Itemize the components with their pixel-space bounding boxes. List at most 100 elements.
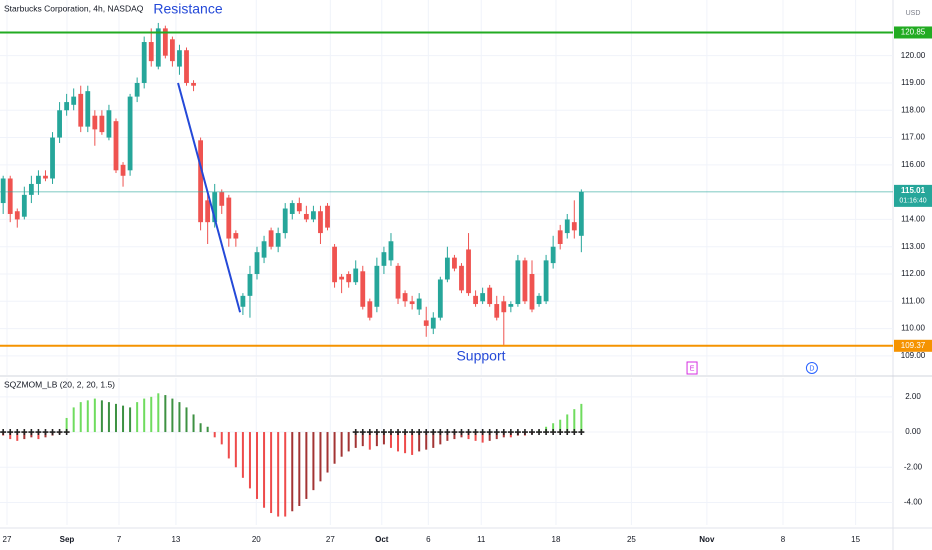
squeeze-cross	[387, 429, 394, 436]
momentum-bar	[23, 432, 26, 440]
momentum-bar	[256, 432, 259, 499]
candle-body	[367, 301, 373, 318]
squeeze-cross	[409, 429, 416, 436]
squeeze-cross	[366, 429, 373, 436]
momentum-bar	[559, 419, 562, 433]
squeeze-cross	[465, 429, 472, 436]
y-tick-label: -4.00	[904, 498, 923, 507]
momentum-bar	[241, 432, 244, 478]
candle-body	[148, 42, 154, 62]
candle-body	[282, 208, 288, 234]
momentum-bar	[72, 407, 75, 433]
level-name: Resistance	[153, 1, 222, 17]
candle-body	[466, 249, 471, 294]
momentum-bar	[9, 432, 12, 440]
momentum-bar	[263, 432, 266, 508]
candle-body	[430, 317, 436, 329]
candle-body	[99, 115, 105, 133]
x-tick-label: 8	[781, 535, 786, 544]
momentum-bar	[425, 432, 428, 450]
candle-body	[155, 28, 161, 67]
momentum-bar	[220, 432, 223, 445]
squeeze-cross	[550, 429, 557, 436]
momentum-bar	[305, 432, 308, 499]
x-tick-label: 7	[117, 535, 122, 544]
momentum-bar	[375, 432, 378, 447]
candle-body	[233, 233, 239, 239]
candle-body	[473, 295, 478, 305]
candle-body	[444, 257, 450, 280]
candle-body	[240, 295, 246, 307]
squeeze-cross	[444, 429, 451, 436]
squeeze-cross	[437, 429, 444, 436]
grid	[0, 0, 893, 525]
momentum-bar	[418, 432, 421, 452]
candle-body	[578, 191, 584, 236]
candle-body	[275, 233, 281, 247]
candle-body	[332, 246, 337, 283]
momentum-bar	[319, 432, 322, 482]
momentum-bar	[122, 405, 125, 433]
marks	[0, 22, 893, 517]
squeeze-cross	[56, 429, 63, 436]
momentum-bar	[347, 432, 350, 452]
y-tick-label: 2.00	[905, 392, 921, 401]
y-tick-label: 117.00	[901, 133, 925, 142]
momentum-bar	[312, 432, 315, 491]
squeeze-cross	[423, 429, 430, 436]
squeeze-cross	[500, 429, 507, 436]
squeeze-cross	[472, 429, 479, 436]
x-tick-label: 13	[171, 535, 180, 544]
momentum-bar	[488, 432, 491, 441]
squeeze-cross	[451, 429, 458, 436]
momentum-bar	[150, 396, 153, 433]
x-tick-label: 15	[851, 535, 860, 544]
momentum-bar	[143, 398, 146, 433]
event-label: E	[690, 365, 695, 372]
momentum-bar	[467, 432, 470, 440]
y-tick-label: 111.00	[901, 296, 925, 305]
squeeze-cross	[416, 429, 423, 436]
y-tick-label: 0.00	[905, 427, 921, 436]
momentum-bar	[129, 407, 132, 433]
candle-body	[480, 293, 486, 302]
candle-body	[198, 140, 203, 223]
currency: USD	[906, 10, 921, 17]
candle-body	[543, 260, 549, 302]
momentum-bar	[107, 402, 110, 433]
momentum-bar	[213, 432, 216, 438]
squeeze-cross	[521, 429, 528, 436]
momentum-bar	[411, 432, 414, 455]
y-tick-label: 119.00	[901, 78, 925, 87]
momentum-bar	[234, 432, 237, 468]
y-tick-label: 110.00	[901, 324, 925, 333]
candle-body	[191, 82, 196, 86]
momentum-bar	[100, 400, 103, 433]
candle-body	[318, 211, 323, 234]
x-tick-label: Oct	[375, 535, 389, 544]
candle-body	[459, 265, 464, 291]
last-price-label: 115.01	[901, 186, 926, 195]
candle-body	[261, 241, 267, 258]
x-tick-label: 27	[3, 535, 12, 544]
squeeze-cross	[380, 429, 387, 436]
candle-body	[395, 265, 401, 299]
squeeze-cross	[557, 429, 564, 436]
indicator-title: SQZMOM_LB (20, 2, 20, 1.5)	[4, 379, 115, 389]
momentum-bar	[227, 432, 230, 459]
y-tick-label: 116.00	[901, 160, 925, 169]
candle-body	[494, 304, 500, 318]
y-tick-label: 118.00	[901, 105, 925, 114]
momentum-bar	[481, 432, 484, 443]
momentum-bar	[79, 402, 82, 433]
x-tick-label: 27	[326, 535, 335, 544]
squeeze-cross	[0, 429, 7, 436]
x-tick-label: 6	[426, 535, 431, 544]
candle-body	[374, 265, 380, 307]
level-axis-box	[894, 26, 932, 39]
candle-body	[388, 241, 394, 261]
squeeze-cross	[63, 429, 70, 436]
momentum-bar	[446, 432, 449, 441]
candle-body	[529, 274, 535, 310]
y-tick-label: 109.00	[901, 351, 926, 360]
